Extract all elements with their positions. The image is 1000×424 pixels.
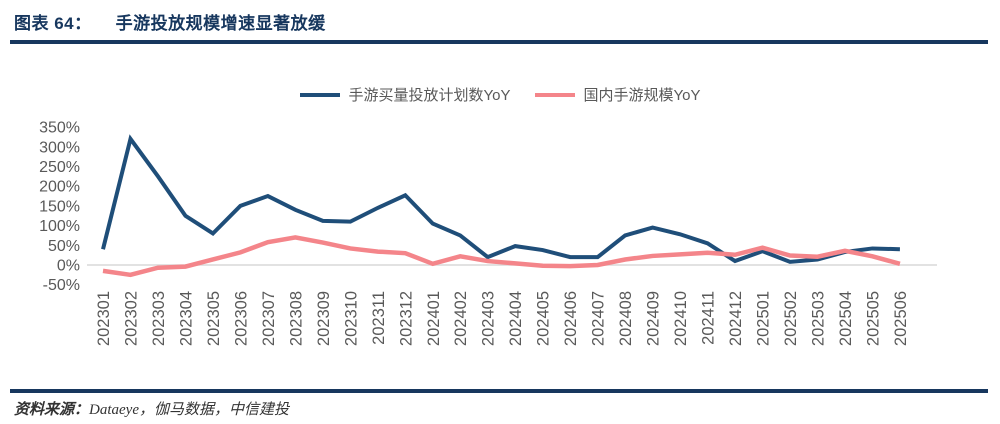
x-tick-label: 202504	[837, 291, 855, 346]
x-tick-label: 202304	[177, 291, 195, 346]
series-game-scale-line	[102, 235, 901, 278]
legend-item-plan-count: 手游买量投放计划数YoY	[299, 84, 511, 105]
x-tick-label: 202302	[122, 291, 140, 346]
y-tick-label: 350%	[39, 120, 80, 137]
x-tick-label: 202404	[507, 291, 525, 346]
chart-title-text: 手游投放规模增速显著放缓	[115, 14, 326, 33]
pink-line-icon	[534, 92, 575, 97]
navy-line-icon	[299, 92, 340, 97]
chart-legend: 手游买量投放计划数YoY 国内手游规模YoY	[0, 84, 1000, 105]
x-tick-label: 202410	[672, 291, 690, 346]
x-tick-label: 202309	[315, 291, 333, 346]
y-tick-label: 50%	[48, 238, 80, 255]
y-tick-label: 150%	[39, 198, 80, 215]
x-tick-label: 202402	[452, 291, 470, 346]
x-tick-label: 202408	[617, 291, 635, 346]
y-tick-label: 250%	[39, 159, 80, 176]
x-tick-label: 202312	[397, 291, 415, 346]
x-tick-label: 202412	[727, 291, 745, 346]
source-note: 资料来源：Dataeye，伽马数据，中信建投	[14, 398, 289, 419]
x-tick-label: 202303	[150, 291, 168, 346]
x-tick-label: 202501	[755, 291, 773, 346]
x-tick-label: 202311	[370, 291, 388, 345]
legend-label-plan-count: 手游买量投放计划数YoY	[348, 87, 511, 104]
y-tick-label: -50%	[43, 277, 80, 294]
x-tick-label: 202305	[205, 291, 223, 346]
legend-label-game-scale: 国内手游规模YoY	[583, 87, 701, 104]
y-tick-label: 300%	[39, 139, 80, 156]
y-tick-label: 0%	[57, 258, 80, 275]
title-divider	[10, 40, 988, 44]
footer-divider	[10, 389, 988, 393]
x-tick-label: 202306	[232, 291, 250, 346]
series-plan-count-line	[101, 134, 900, 264]
x-tick-label: 202308	[287, 291, 305, 346]
x-tick-label: 202409	[645, 291, 663, 346]
x-tick-label: 202502	[782, 291, 800, 346]
x-tick-label: 202411	[700, 291, 718, 345]
x-tick-label: 202310	[342, 291, 360, 346]
x-tick-label: 202503	[809, 291, 827, 346]
x-tick-label: 202403	[480, 291, 498, 346]
y-tick-label: 200%	[39, 179, 80, 196]
source-text: Dataeye，伽马数据，中信建投	[89, 402, 289, 418]
x-tick-label: 202506	[892, 291, 910, 346]
x-tick-label: 202505	[864, 291, 882, 346]
x-tick-label: 202401	[425, 291, 443, 346]
y-tick-label: 100%	[39, 218, 80, 235]
x-tick-label: 202405	[535, 291, 553, 346]
x-tick-label: 202307	[260, 291, 278, 346]
legend-item-game-scale: 国内手游规模YoY	[534, 84, 701, 105]
page-title: 图表 64： 手游投放规模增速显著放缓	[14, 9, 326, 34]
x-tick-label: 202406	[562, 291, 580, 346]
x-tick-label: 202407	[590, 291, 608, 346]
source-label: 资料来源：	[14, 402, 90, 418]
x-tick-label: 202301	[95, 291, 113, 346]
chart-number-label: 图表 64：	[14, 14, 92, 33]
